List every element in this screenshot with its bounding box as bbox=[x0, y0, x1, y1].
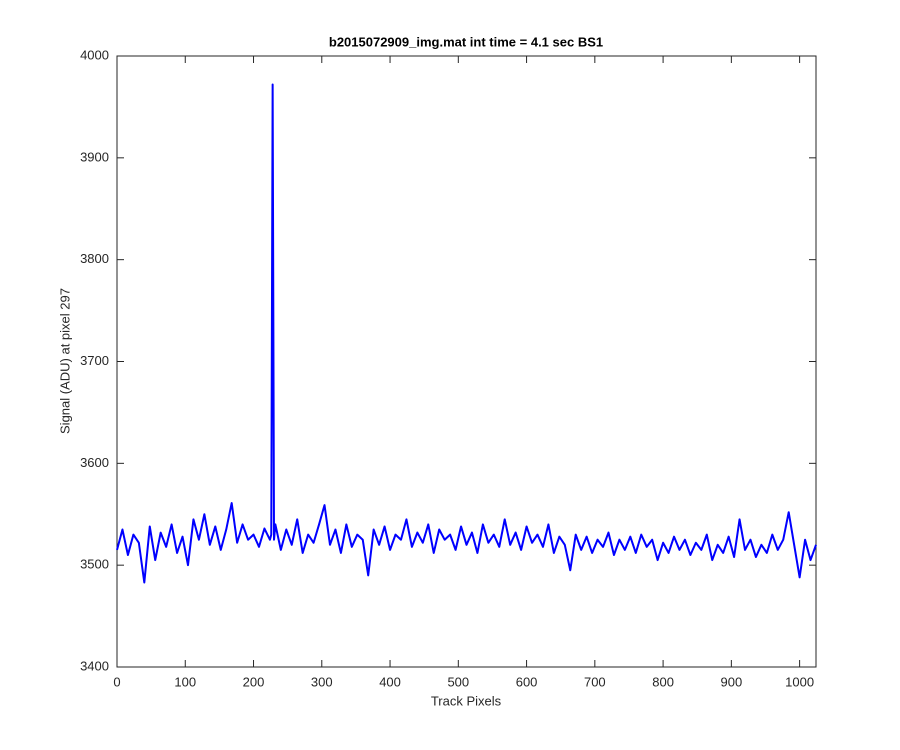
x-tick-label: 600 bbox=[516, 674, 538, 689]
x-axis-label: Track Pixels bbox=[431, 693, 502, 708]
data-line bbox=[116, 83, 817, 584]
plot-frame bbox=[116, 55, 817, 668]
x-tick-label: 0 bbox=[113, 674, 120, 689]
y-tick-label: 3600 bbox=[80, 455, 109, 470]
x-tick-label: 1000 bbox=[785, 674, 814, 689]
y-tick-label: 3700 bbox=[80, 353, 109, 368]
x-tick-label: 300 bbox=[311, 674, 333, 689]
y-tick-label: 4000 bbox=[80, 47, 109, 62]
chart-title: b2015072909_img.mat int time = 4.1 sec B… bbox=[329, 34, 603, 49]
y-tick-label: 3800 bbox=[80, 251, 109, 266]
x-tick-label: 800 bbox=[652, 674, 674, 689]
y-tick-label: 3900 bbox=[80, 149, 109, 164]
x-tick-label: 200 bbox=[243, 674, 265, 689]
y-tick-label: 3500 bbox=[80, 557, 109, 572]
x-tick-label: 500 bbox=[447, 674, 469, 689]
x-tick-label: 400 bbox=[379, 674, 401, 689]
x-tick-label: 700 bbox=[584, 674, 606, 689]
y-axis-label: Signal (ADU) at pixel 297 bbox=[57, 288, 72, 434]
y-tick-label: 3400 bbox=[80, 658, 109, 673]
x-tick-label: 100 bbox=[174, 674, 196, 689]
x-tick-label: 900 bbox=[721, 674, 743, 689]
